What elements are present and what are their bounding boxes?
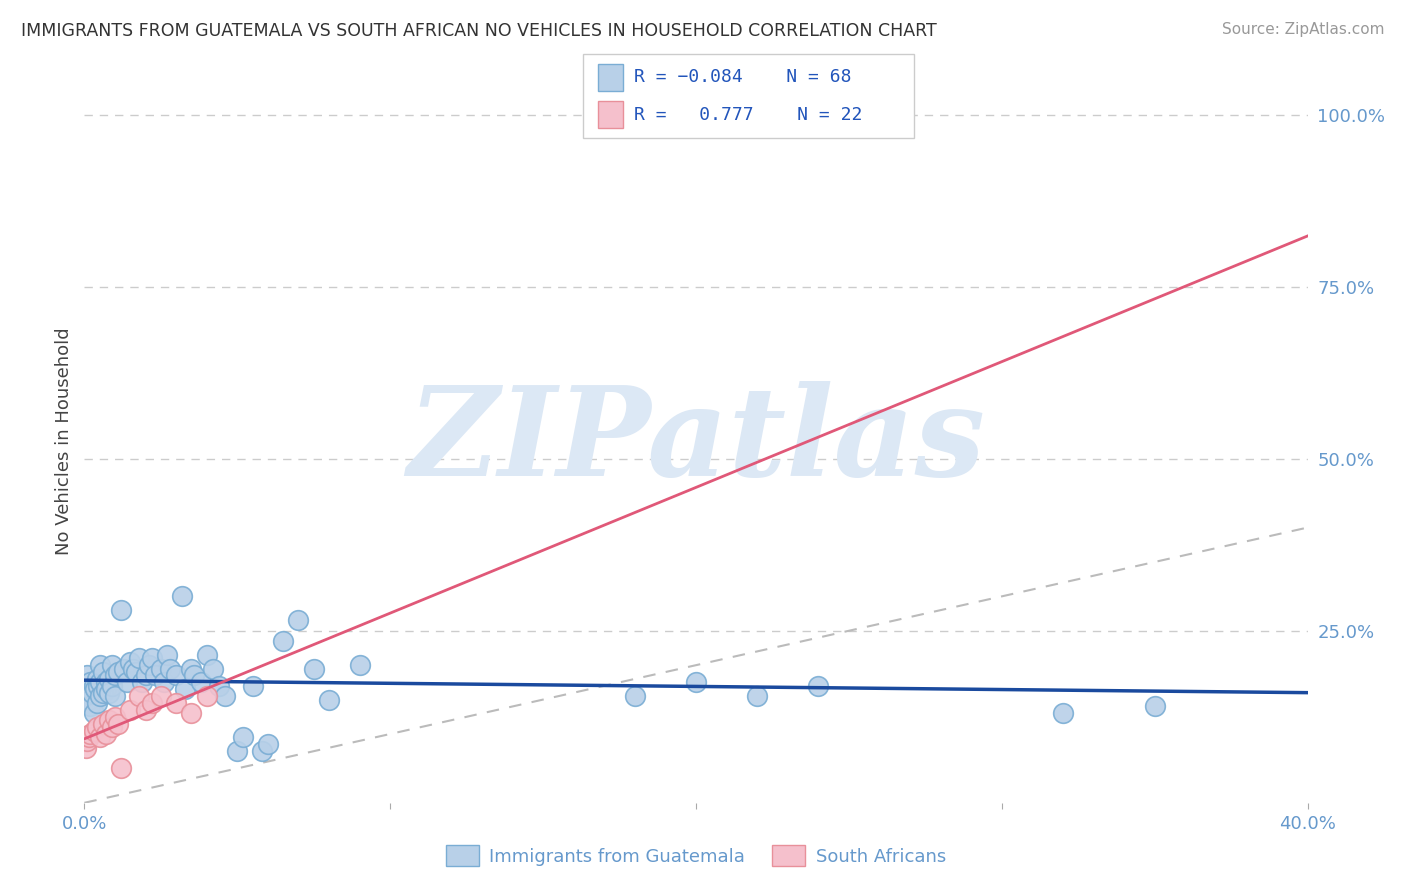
Point <box>128 651 150 665</box>
Point <box>747 689 769 703</box>
Point <box>79 675 101 690</box>
Point <box>149 662 172 676</box>
Point <box>318 692 340 706</box>
Point <box>141 651 163 665</box>
Point <box>1143 699 1166 714</box>
Point <box>94 682 117 697</box>
Point <box>143 668 166 682</box>
Point <box>250 744 273 758</box>
Point <box>195 689 218 703</box>
Point <box>165 696 187 710</box>
Point <box>128 689 150 703</box>
Point <box>86 720 108 734</box>
Point <box>83 706 105 721</box>
Point <box>180 662 202 676</box>
Text: Source: ZipAtlas.com: Source: ZipAtlas.com <box>1222 22 1385 37</box>
Text: IMMIGRANTS FROM GUATEMALA VS SOUTH AFRICAN NO VEHICLES IN HOUSEHOLD CORRELATION : IMMIGRANTS FROM GUATEMALA VS SOUTH AFRIC… <box>21 22 936 40</box>
Point <box>89 675 111 690</box>
Y-axis label: No Vehicles in Household: No Vehicles in Household <box>55 327 73 556</box>
Point <box>86 696 108 710</box>
Point <box>159 662 181 676</box>
Point <box>104 668 127 682</box>
Point <box>89 658 111 673</box>
Point <box>624 689 647 703</box>
Point <box>120 703 142 717</box>
Point <box>89 689 111 703</box>
Point <box>302 662 325 676</box>
Point <box>107 716 129 731</box>
Point <box>122 662 145 676</box>
Point <box>1052 706 1074 721</box>
Point <box>112 662 135 676</box>
Point <box>135 703 157 717</box>
Point <box>94 675 117 690</box>
Point <box>208 679 231 693</box>
Point <box>101 679 124 693</box>
Point <box>79 699 101 714</box>
Point <box>110 761 132 775</box>
Point <box>349 658 371 673</box>
Point <box>120 655 142 669</box>
Point <box>135 668 157 682</box>
Point <box>83 723 105 738</box>
Point <box>94 727 117 741</box>
Point <box>77 731 100 745</box>
Point <box>201 662 224 676</box>
Point <box>257 737 280 751</box>
Point <box>97 713 120 727</box>
Point <box>172 590 194 604</box>
Point <box>84 682 107 697</box>
Point <box>110 603 132 617</box>
Point <box>91 665 114 679</box>
Point <box>97 686 120 700</box>
Point <box>287 614 309 628</box>
Point <box>195 648 218 662</box>
Point <box>138 658 160 673</box>
Point <box>685 675 707 690</box>
Point <box>131 675 153 690</box>
Point <box>80 686 103 700</box>
Point <box>101 720 124 734</box>
Point <box>97 672 120 686</box>
Point <box>79 727 101 741</box>
Point <box>77 692 100 706</box>
Point <box>104 710 127 724</box>
Point <box>807 679 830 693</box>
Point <box>141 696 163 710</box>
Legend: Immigrants from Guatemala, South Africans: Immigrants from Guatemala, South African… <box>439 838 953 873</box>
Point <box>156 648 179 662</box>
Point <box>214 689 236 703</box>
Text: R = −0.084    N = 68: R = −0.084 N = 68 <box>634 69 852 87</box>
Point <box>149 689 172 703</box>
Text: R =   0.777    N = 22: R = 0.777 N = 22 <box>634 105 862 123</box>
Point <box>226 744 249 758</box>
Point <box>75 740 97 755</box>
Point <box>76 668 98 682</box>
Point <box>86 672 108 686</box>
Point <box>125 665 148 679</box>
Point <box>91 686 114 700</box>
Point <box>76 734 98 748</box>
Point <box>174 682 197 697</box>
Point <box>153 675 176 690</box>
Point <box>165 668 187 682</box>
Point <box>180 706 202 721</box>
Point <box>91 716 114 731</box>
Point <box>104 689 127 703</box>
Point <box>271 634 294 648</box>
Point <box>101 658 124 673</box>
Point <box>107 665 129 679</box>
Point <box>87 679 110 693</box>
Point <box>89 731 111 745</box>
Text: ZIPatlas: ZIPatlas <box>406 381 986 502</box>
Point <box>183 668 205 682</box>
Point <box>242 679 264 693</box>
Point <box>76 689 98 703</box>
Point <box>115 675 138 690</box>
Point <box>232 731 254 745</box>
Point <box>190 675 212 690</box>
Point <box>83 679 105 693</box>
